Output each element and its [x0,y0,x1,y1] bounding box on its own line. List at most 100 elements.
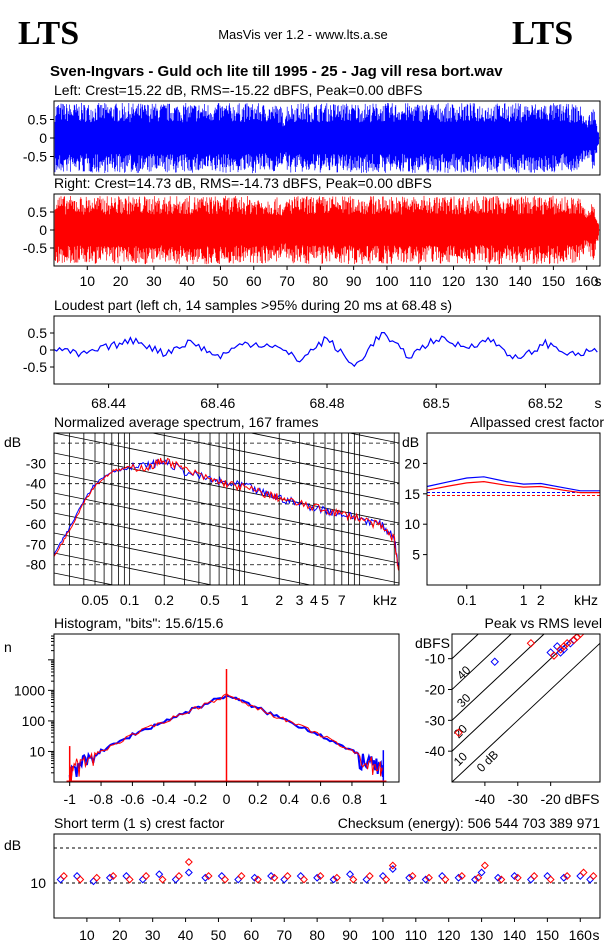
right_waveform-panel: Right: Crest=14.73 dB, RMS=-14.73 dBFS, … [23,175,602,289]
allpassed_crest-panel: Allpassed crest factor dB 20 15 10 5 0.1 1 2 kHz [402,414,604,608]
x-tick-label: -20 [541,791,561,807]
x-tick-label: -0.8 [89,791,113,807]
slope-reference-line [54,552,214,585]
crest-point-0 [526,875,535,884]
pvr-point-0 [490,657,499,666]
crest-point-0 [471,875,479,884]
file-title: Sven-Ingvars - Guld och lite till 1995 -… [50,63,503,80]
pvr-point-1 [562,639,572,648]
checksum-text: Checksum (energy): 506 544 703 389 971 [338,815,600,831]
diagonal-label: 0 dB [474,748,501,775]
crest-point-1 [408,872,417,880]
x-tick-label: 3 [296,592,304,608]
y-axis-label: n [4,639,12,655]
crest-point-1 [158,875,167,884]
x-tick-label: 110 [405,927,428,943]
spectrum-series-1 [54,457,399,571]
crest-point-1 [204,872,213,880]
crest-point-0 [362,875,371,884]
crest-point-0 [56,875,65,884]
logo-right: LTS [512,15,573,52]
loudest_part-frame [53,315,601,385]
crest-point-1 [184,858,193,866]
x-tick-label: 70 [276,927,292,943]
x-tick-label: 68.46 [200,395,235,411]
x-tick-label: 0.4 [279,791,299,807]
crest-point-0 [122,872,131,880]
y-tick-label: -40 [425,743,445,759]
x-tick-label: 70 [279,273,295,289]
x-tick-label: 160 [575,273,599,289]
y-tick-label: -0.5 [23,359,47,375]
x-tick-label: 40 [179,273,195,289]
x-tick-label: 20 [112,927,128,943]
logo-left: LTS [18,15,79,52]
pvr-point-1 [556,645,565,654]
crest-point-0 [510,872,519,880]
y-tick-label: -40 [26,476,46,492]
crest-point-1 [579,868,588,877]
pvr-point-1 [576,634,585,639]
x-tick-label: -0.2 [183,791,207,807]
x-tick-label: -30 [508,791,528,807]
x-tick-label: 4 [310,592,318,608]
y-tick-label: -0.5 [23,240,47,256]
x-unit-label: kHz [373,592,397,608]
y-tick-label: 20 [404,455,420,471]
crest-point-1 [349,875,358,884]
crest-point-0 [201,873,210,882]
y-axis-label: dBFS [415,635,450,651]
x-tick-label: 140 [508,273,532,289]
y-tick-label: 0.5 [28,204,48,220]
loudest_part-panel: Loudest part (left ch, 14 samples >95% d… [23,297,602,411]
crest-diagonal [452,642,600,782]
x-tick-label: 50 [213,273,229,289]
crest-point-1 [253,875,262,884]
crest-point-0 [329,875,338,884]
slope-reference-line [54,472,399,544]
left_waveform-frame [53,100,601,176]
x-tick-label: 100 [375,273,399,289]
crest-point-0 [280,875,289,884]
crest-point-0 [477,868,486,877]
x-tick-label: 0.6 [311,791,331,807]
x-tick-label: 68.5 [423,395,450,411]
crest-point-1 [76,875,85,884]
x-tick-label: 10 [80,273,96,289]
y-tick-label: 0.5 [28,325,48,341]
slope-reference-line [54,353,399,423]
x-tick-label: 7 [338,592,346,608]
y-tick-label: 0.5 [28,112,48,128]
y-tick-label: -80 [26,557,46,573]
crest-point-1 [425,873,433,882]
x-tick-label: -1 [63,791,76,807]
left_waveform-panel: Left: Crest=15.22 dB, RMS=-15.22 dBFS, P… [23,82,600,174]
app-title: MasVis ver 1.2 - www.lts.a.se [218,27,388,42]
crest-point-0 [234,875,243,884]
slope-reference-line [54,313,399,383]
crest-point-0 [421,875,430,884]
x-unit-label: dBFS [564,791,599,807]
x-tick-label: 68.44 [91,395,126,411]
crest-point-1 [457,872,466,880]
y-tick-label: 5 [412,547,420,563]
x-tick-label: 0.1 [120,592,140,608]
x-tick-label: 150 [536,927,560,943]
x-unit-label: s [595,395,602,411]
pvr-point-1 [549,651,559,660]
avg_spectrum-panel: Normalized average spectrum, 167 frames d… [4,313,399,608]
x-tick-label: 140 [503,927,527,943]
crest-point-0 [73,872,81,880]
y-tick-label: 0 [39,222,47,238]
crest-point-1 [474,873,483,882]
y-tick-label: -30 [26,455,46,471]
diagonal-label: 40 [454,663,474,683]
pvr-point-1 [454,728,463,737]
y-tick-label: -50 [26,496,46,512]
x-tick-label: 20 [113,273,129,289]
x-tick-label: 120 [437,927,461,943]
crest-point-0 [586,875,595,884]
y-axis-label: dB [4,434,21,450]
slope-reference-line [54,512,399,584]
